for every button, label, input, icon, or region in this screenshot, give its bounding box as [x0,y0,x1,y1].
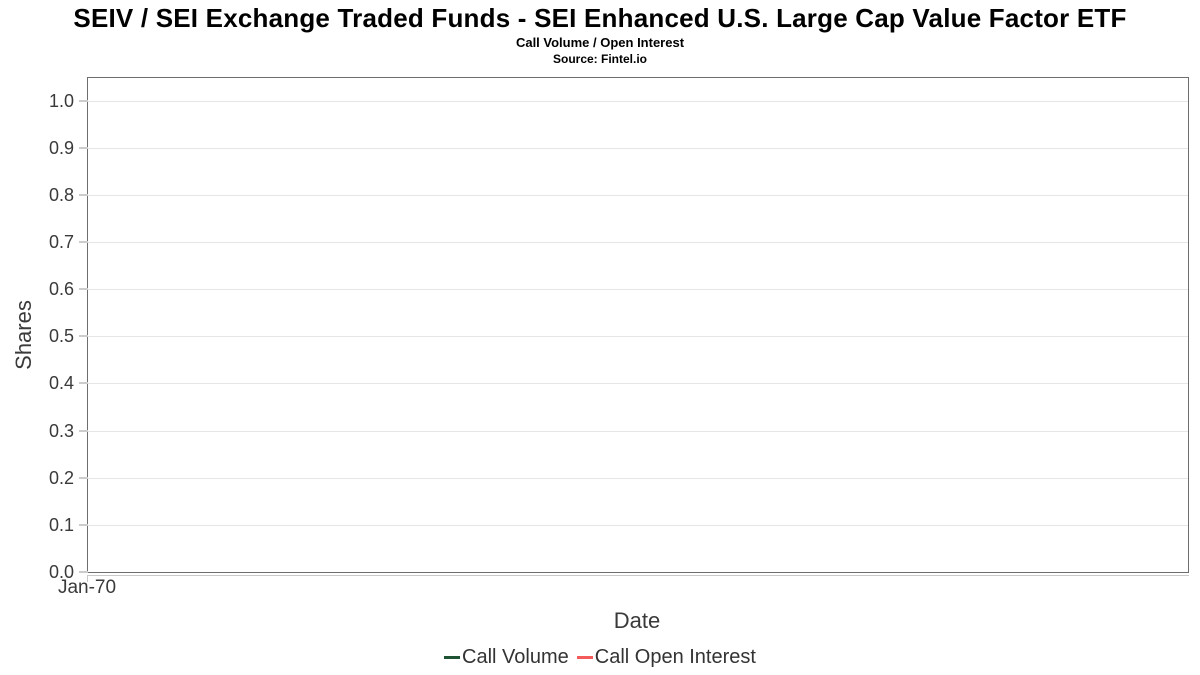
x-axis-tick [87,575,88,582]
call-open-interest-line-icon [576,656,593,659]
y-axis-tick-label: 0.6 [48,279,74,299]
y-axis-tick-label: 0.7 [48,232,74,252]
legend-item-call-open-interest[interactable]: Call Open Interest [576,646,756,669]
y-axis-title: Shares [11,300,36,370]
y-gridline [88,289,1188,290]
y-axis-tick-label: 0.0 [48,562,74,582]
y-axis-tick-label: 0.5 [48,326,74,346]
y-axis-tick [79,382,88,384]
chart-source-credit: Source: Fintel.io [552,52,647,66]
y-gridline [88,101,1188,102]
y-axis-tick [79,335,88,337]
y-axis-tick [79,288,88,290]
y-axis-tick-label: 0.2 [48,468,74,488]
chart-subtitle: Call Volume / Open Interest [515,35,685,50]
y-axis-tick [79,524,88,526]
legend: Call Volume Call Open Interest [0,646,1200,669]
y-axis-tick-label: 0.8 [48,185,74,205]
plot-area: 0.0 0.1 0.2 0.3 0.4 0.5 0.6 0.7 0.8 0.9 1.0 [49,77,1189,582]
y-gridline [88,195,1188,196]
y-axis-tick [79,477,88,479]
y-gridline [88,478,1188,479]
legend-label-call-open-interest: Call Open Interest [594,646,756,668]
call-volume-line-icon [444,656,461,659]
x-axis-line [87,575,1189,576]
x-axis-title: Date [613,608,661,633]
y-axis-tick-label: 0.9 [48,138,74,158]
legend-item-call-volume[interactable]: Call Volume [444,646,569,669]
y-axis-tick-label: 0.4 [48,373,74,393]
y-axis-tick-label: 0.3 [48,421,74,441]
y-axis-tick [79,194,88,196]
y-axis-tick [79,571,88,573]
chart-title: SEIV / SEI Exchange Traded Funds - SEI E… [73,3,1127,33]
y-gridline [88,431,1188,432]
y-gridline [88,383,1188,384]
y-gridline [88,336,1188,337]
x-axis-tick-label: Jan-70 [57,577,117,598]
y-axis-tick-label: 1.0 [48,91,74,111]
y-axis-tick [79,100,88,102]
y-gridline [88,148,1188,149]
y-axis-tick [79,241,88,243]
y-gridline [88,242,1188,243]
y-axis-tick [79,147,88,149]
y-axis-tick [79,430,88,432]
y-gridline [88,525,1188,526]
legend-label-call-volume: Call Volume [462,646,569,668]
y-axis-tick-label: 0.1 [48,515,74,535]
